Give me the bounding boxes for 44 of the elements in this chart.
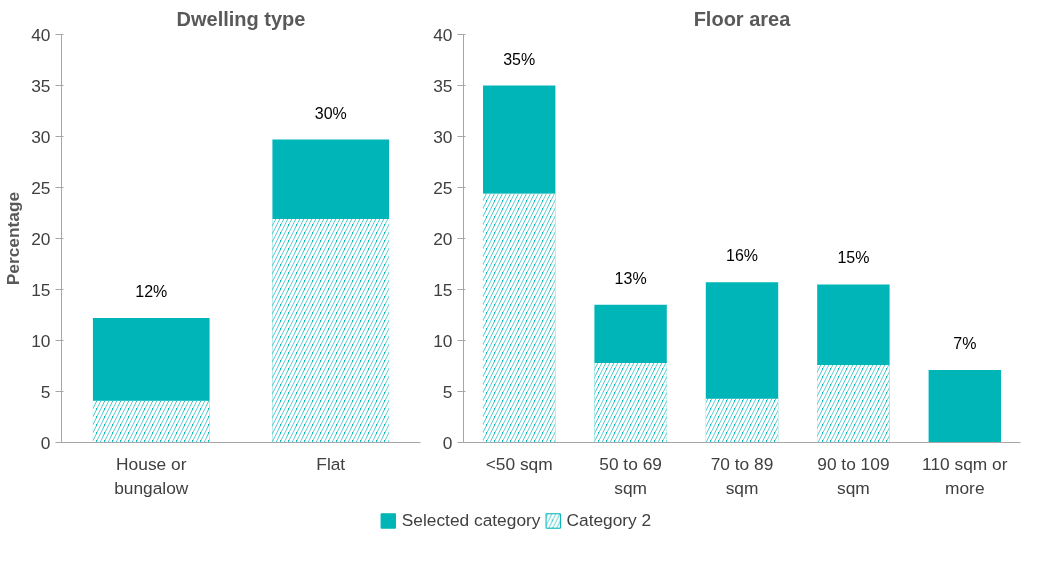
total-label: 16% <box>725 247 759 265</box>
total-label: 7% <box>953 335 977 353</box>
y-tick-label: 20 <box>31 228 51 249</box>
x-tick-label: Flat <box>316 453 346 474</box>
y-tick-label: 10 <box>31 330 51 351</box>
y-tick-label: 35 <box>31 75 51 96</box>
x-tick-label: 70 to 89 sqm <box>710 453 774 498</box>
total-label: 12% <box>135 283 168 301</box>
total-label: 30% <box>314 104 347 122</box>
y-tick-label: 5 <box>40 381 51 402</box>
y-tick-label: 40 <box>433 24 453 45</box>
bar <box>705 282 779 399</box>
x-tick-label: 90 to 109 sqm <box>817 453 890 498</box>
chart-title: Dwelling type <box>176 7 306 30</box>
y-tick-label: 15 <box>31 279 51 300</box>
x-tick-label: 110 sqm or more <box>922 453 1008 498</box>
y-tick-label: 40 <box>31 24 51 45</box>
bar <box>928 370 1002 443</box>
bar <box>817 284 890 365</box>
total-label: 35% <box>503 50 536 68</box>
y-tick-label: 35 <box>433 75 453 96</box>
total-label: 15% <box>837 249 870 267</box>
y-tick-label: 0 <box>442 432 453 453</box>
chart-title: Floor area <box>693 7 792 30</box>
bar <box>482 85 556 194</box>
bar <box>272 139 390 220</box>
y-tick-label: 30 <box>433 126 453 147</box>
total-label: 13% <box>614 269 647 287</box>
y-tick-label: 10 <box>433 330 453 351</box>
y-tick-label: 30 <box>31 126 51 147</box>
bar <box>92 318 210 401</box>
y-tick-label: 0 <box>40 432 51 453</box>
y-tick-label: 20 <box>433 228 453 249</box>
x-tick-label: House or bungalow <box>114 453 189 498</box>
x-tick-label: <50 sqm <box>485 453 553 474</box>
y-axis-title: Percentage <box>3 191 24 286</box>
legend-label: Category 2 <box>566 509 652 531</box>
bar <box>594 304 667 363</box>
legend-label: Selected category <box>401 509 541 531</box>
y-tick-label: 25 <box>433 177 453 198</box>
x-tick-label: 50 to 69 sqm <box>599 453 662 498</box>
y-tick-label: 15 <box>433 279 453 300</box>
y-tick-label: 5 <box>442 381 453 402</box>
y-tick-label: 25 <box>31 177 51 198</box>
